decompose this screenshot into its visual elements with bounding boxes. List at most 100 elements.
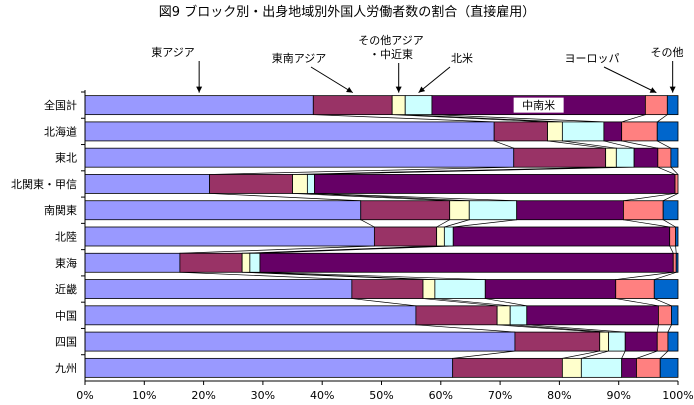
connector-line: [259, 245, 454, 254]
connector-line: [615, 271, 674, 280]
bar-segment-s5-2: [657, 147, 672, 168]
connector-line: [444, 219, 470, 228]
annotation-label: ・中近東: [369, 48, 413, 61]
bar-segment-s3-5: [443, 226, 454, 247]
connector-line: [562, 140, 617, 149]
bar-segment-s2-0: [391, 95, 406, 116]
bar-segment-s2-1: [547, 121, 563, 142]
annotation-label: ヨーロッパ: [565, 52, 620, 65]
connector-line: [621, 140, 658, 149]
bars-group: [84, 95, 679, 378]
annotation-arrowhead: [346, 86, 353, 93]
annotation-label: 東南アジア: [272, 52, 327, 65]
bar-segment-s0-1: [84, 121, 495, 142]
bar-segment-s3-2: [615, 147, 635, 168]
bar-segment-s3-0: [404, 95, 433, 116]
connector-line: [351, 298, 416, 307]
category-label: 全国計: [44, 98, 77, 112]
bar-segment-s4-2: [633, 147, 659, 168]
connector-line: [422, 298, 498, 307]
series-annotation: 東アジア: [151, 46, 203, 93]
connector-line: [453, 219, 517, 228]
bar-segment-s5-1: [621, 121, 658, 142]
bar-segment-s2-6: [241, 252, 251, 273]
bar-segment-s1-4: [360, 200, 451, 221]
connector-line: [405, 114, 563, 123]
connector-line: [621, 350, 626, 359]
series-annotation: その他: [651, 46, 684, 93]
bar-segment-s3-4: [468, 200, 518, 221]
connector-line: [623, 193, 676, 202]
bar-segment-s6-2: [670, 147, 679, 168]
category-label: 東海: [55, 256, 77, 270]
bar-segment-s4-1: [603, 121, 623, 142]
bar-segment-s2-3: [292, 174, 308, 194]
x-tick-label: 100%: [662, 389, 693, 402]
bar-segment-s5-10: [636, 357, 661, 378]
connector-line: [603, 140, 635, 149]
bar-segment-s3-8: [509, 305, 528, 326]
bar-segment-s4-7: [484, 279, 617, 299]
connector-line: [415, 324, 515, 333]
x-tick-label: 90%: [606, 389, 630, 402]
connector-line: [434, 298, 511, 307]
connector-line: [497, 324, 600, 333]
connector-line: [209, 193, 361, 202]
connector-line: [663, 193, 679, 202]
series-annotation: 東南アジア: [272, 52, 354, 94]
category-label: 近畿: [55, 282, 77, 296]
connector-line: [494, 140, 514, 149]
connector-line: [547, 140, 606, 149]
connector-line: [654, 271, 677, 280]
bar-segment-s3-7: [434, 279, 486, 299]
bar-segment-s1-7: [351, 279, 424, 299]
bar-segment-s4-10: [621, 357, 637, 378]
connector-line: [313, 114, 495, 123]
series-annotations: 中南米 東アジア 東南アジア その他アジア・中近東 北米 ヨーロッパ その他: [151, 34, 684, 113]
bar-segment-s5-4: [623, 200, 664, 221]
category-label: 東北: [55, 152, 77, 165]
bar-segment-s6-0: [666, 95, 679, 116]
category-label: 四国: [55, 336, 77, 349]
bar-segment-s4-3: [314, 174, 676, 194]
connector-line: [314, 193, 517, 202]
bar-segment-s5-0: [644, 95, 668, 116]
bar-segment-s0-6: [84, 252, 181, 273]
bar-segment-s4-9: [624, 331, 658, 352]
x-tick-label: 70%: [488, 389, 512, 402]
series-annotation: ヨーロッパ: [565, 52, 657, 94]
axes: [81, 90, 679, 385]
connector-line: [675, 245, 677, 254]
bar-segment-s0-3: [84, 174, 210, 194]
bar-segment-s5-8: [658, 305, 672, 326]
connector-line: [615, 298, 659, 307]
connector-line: [657, 114, 668, 123]
bar-segment-s6-8: [671, 305, 679, 326]
bar-segment-s5-6: [672, 252, 677, 273]
x-tick-label: 30%: [251, 389, 275, 402]
bar-segment-s1-10: [452, 357, 563, 378]
bar-segment-s0-0: [84, 95, 314, 116]
bar-segment-s0-7: [84, 279, 353, 299]
x-tick-label: 80%: [547, 389, 571, 402]
connector-line: [259, 271, 486, 280]
annotation-leader-line: [603, 66, 657, 94]
bar-segment-s6-9: [667, 331, 679, 352]
connector-line: [314, 166, 635, 175]
bar-segment-s2-7: [422, 279, 436, 299]
bar-segment-s2-8: [496, 305, 511, 326]
category-label: 北海道: [44, 124, 77, 138]
connector-line: [636, 350, 658, 359]
x-tick-label: 0%: [76, 389, 93, 402]
bar-segment-s1-1: [493, 121, 548, 142]
bar-segment-s6-1: [656, 121, 679, 142]
annotation-label: その他: [651, 46, 684, 59]
annotation-label: その他アジア: [358, 34, 424, 47]
series-annotation: その他アジア・中近東: [358, 34, 424, 93]
connector-line: [657, 166, 676, 175]
bar-segment-s2-4: [449, 200, 470, 221]
connector-line: [562, 350, 600, 359]
connector-line: [670, 166, 679, 175]
